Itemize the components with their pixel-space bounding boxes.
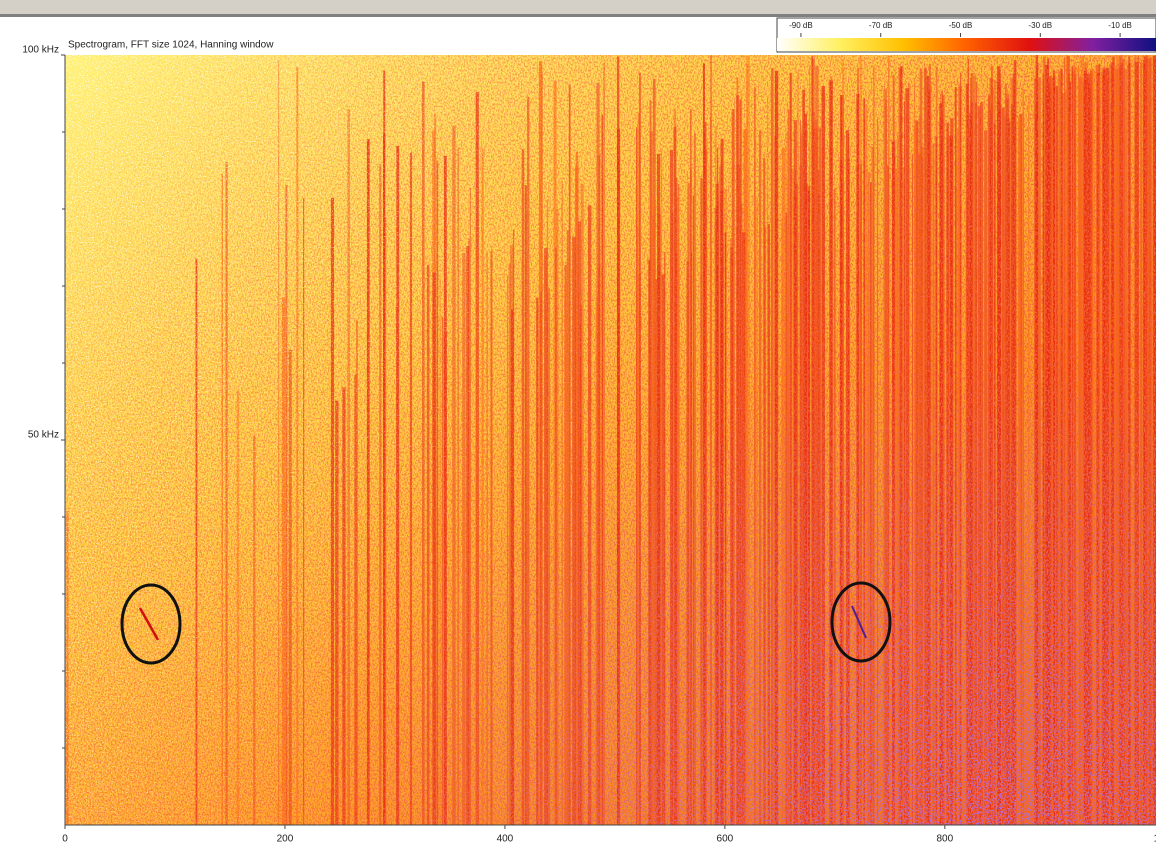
x-tick-label: 200 [277, 834, 294, 845]
x-tick-label: 0 [62, 834, 68, 845]
x-tick-label: 600 [717, 834, 734, 845]
colorbar-tick-label: -30 dB [1029, 21, 1053, 30]
toolbar-edge [0, 14, 1156, 17]
call-trace [138, 607, 160, 641]
x-tick-label: 400 [497, 834, 514, 845]
colorbar [777, 38, 1156, 51]
colorbar-tick-label: -90 dB [789, 21, 813, 30]
y-tick-label: 50 kHz [28, 430, 59, 441]
spectrogram-image [65, 55, 1156, 826]
chart-title: Spectrogram, FFT size 1024, Hanning wind… [68, 40, 274, 51]
colorbar-tick-label: -70 dB [869, 21, 893, 30]
x-tick-label: 1000 [1154, 834, 1156, 845]
x-tick-label: 800 [936, 834, 953, 845]
call-trace [851, 605, 867, 639]
annotation-circle [830, 581, 892, 663]
annotation-circle [120, 583, 182, 665]
colorbar-tick-label: -10 dB [1108, 21, 1132, 30]
toolbar [0, 0, 1156, 14]
y-tick-label: 100 kHz [22, 45, 59, 56]
colorbar-tick-label: -50 dB [949, 21, 973, 30]
